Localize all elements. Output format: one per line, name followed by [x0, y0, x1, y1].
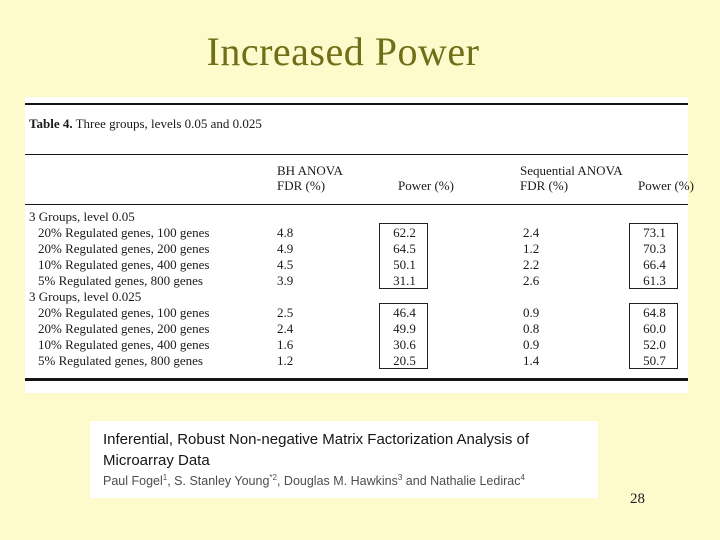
header-separator-rule [25, 204, 688, 205]
row-label: 10% Regulated genes, 400 genes [38, 337, 210, 352]
row-label: 10% Regulated genes, 400 genes [38, 257, 210, 272]
table-caption: Table 4. Three groups, levels 0.05 and 0… [29, 116, 262, 132]
table-caption-label: Table 4. [29, 116, 73, 131]
col-header-seq-anova-fdr: Sequential ANOVA FDR (%) [520, 163, 623, 193]
table-bottom-rule [25, 378, 688, 381]
seq-fdr-value: 2.4 [523, 225, 540, 240]
bh-fdr-value: 4.9 [277, 241, 294, 256]
paper-authors: Paul Fogel1, S. Stanley Young*2, Douglas… [103, 472, 598, 488]
seq-fdr-value: 1.2 [523, 241, 540, 256]
seq-power-value: 64.8 [643, 305, 666, 320]
seq-power-value: 52.0 [643, 337, 666, 352]
paper-title-line: Inferential, Robust Non-negative Matrix … [103, 431, 530, 448]
row-label: 5% Regulated genes, 800 genes [38, 273, 203, 288]
table-row: 20% Regulated genes, 200 genes 2.4 49.9 … [25, 321, 688, 337]
citation-card: Inferential, Robust Non-negative Matrix … [90, 421, 598, 498]
seq-fdr-value: 2.6 [523, 273, 540, 288]
paper-title-line: Microarray Data [103, 452, 210, 469]
author-affiliation-sup: 3 [397, 472, 403, 482]
paper-title: Inferential, Robust Non-negative Matrix … [103, 429, 598, 471]
bh-power-value: 30.6 [393, 337, 416, 352]
header-line: Sequential ANOVA [520, 163, 623, 178]
table-figure: Table 4. Three groups, levels 0.05 and 0… [25, 97, 694, 393]
highlight-box-bh-power-section2 [379, 303, 428, 369]
bh-fdr-value: 1.6 [277, 337, 294, 352]
seq-power-value: 70.3 [643, 241, 666, 256]
bh-power-value: 64.5 [393, 241, 416, 256]
table-row: 10% Regulated genes, 400 genes 4.5 50.1 … [25, 257, 688, 273]
bh-fdr-value: 1.2 [277, 353, 294, 368]
author: Paul Fogel1, [103, 472, 175, 488]
table-row: 5% Regulated genes, 800 genes 3.9 31.1 2… [25, 273, 688, 289]
seq-power-value: 61.3 [643, 273, 666, 288]
author: Nathalie Ledirac4 [430, 472, 525, 488]
table-group-row: 3 Groups, level 0.05 [25, 209, 688, 225]
col-header-bh-anova-fdr: BH ANOVA FDR (%) [277, 163, 343, 193]
seq-power-value: 66.4 [643, 257, 666, 272]
header-line: FDR (%) [520, 178, 569, 193]
bh-power-value: 31.1 [393, 273, 416, 288]
row-label: 5% Regulated genes, 800 genes [38, 353, 203, 368]
author-affiliation-sup: 1 [162, 472, 168, 482]
seq-fdr-value: 0.9 [523, 337, 540, 352]
row-label: 20% Regulated genes, 100 genes [38, 225, 210, 240]
seq-power-value: 50.7 [643, 353, 666, 368]
author-affiliation-sup: 4 [520, 472, 525, 482]
bh-fdr-value: 2.5 [277, 305, 294, 320]
bh-fdr-value: 2.4 [277, 321, 294, 336]
table-top-rule [25, 103, 688, 105]
table-row: 20% Regulated genes, 100 genes 4.8 62.2 … [25, 225, 688, 241]
col-header-seq-power: Power (%) [638, 178, 694, 193]
bh-power-value: 62.2 [393, 225, 416, 240]
highlight-box-bh-power-section1 [379, 223, 428, 289]
seq-fdr-value: 2.2 [523, 257, 540, 272]
table-row: 5% Regulated genes, 800 genes 1.2 20.5 1… [25, 353, 688, 369]
slide-title: Increased Power [206, 29, 480, 74]
seq-fdr-value: 0.9 [523, 305, 540, 320]
bh-power-value: 50.1 [393, 257, 416, 272]
slide-page-number: 28 [630, 491, 645, 507]
seq-fdr-value: 1.4 [523, 353, 540, 368]
group-label: 3 Groups, level 0.05 [29, 209, 135, 224]
highlight-box-seq-power-section1 [629, 223, 678, 289]
seq-power-value: 73.1 [643, 225, 666, 240]
row-label: 20% Regulated genes, 100 genes [38, 305, 210, 320]
table-row: 10% Regulated genes, 400 genes 1.6 30.6 … [25, 337, 688, 353]
bh-power-value: 49.9 [393, 321, 416, 336]
author: Douglas M. Hawkins3 and [283, 472, 431, 488]
table-row: 20% Regulated genes, 100 genes 2.5 46.4 … [25, 305, 688, 321]
row-label: 20% Regulated genes, 200 genes [38, 321, 210, 336]
bh-power-value: 46.4 [393, 305, 416, 320]
highlight-box-seq-power-section2 [629, 303, 678, 369]
author-affiliation-sup: *2 [269, 472, 277, 482]
table-caption-text: Three groups, levels 0.05 and 0.025 [72, 116, 262, 131]
table-body: 3 Groups, level 0.05 20% Regulated genes… [25, 209, 688, 369]
row-label: 20% Regulated genes, 200 genes [38, 241, 210, 256]
bh-fdr-value: 4.8 [277, 225, 294, 240]
seq-fdr-value: 0.8 [523, 321, 540, 336]
table-group-row: 3 Groups, level 0.025 [25, 289, 688, 305]
col-header-bh-power: Power (%) [398, 178, 454, 193]
bh-fdr-value: 4.5 [277, 257, 294, 272]
caption-separator-rule [25, 154, 688, 155]
bh-fdr-value: 3.9 [277, 273, 294, 288]
seq-power-value: 60.0 [643, 321, 666, 336]
author: S. Stanley Young*2, [174, 472, 284, 488]
header-line: FDR (%) [277, 178, 326, 193]
bh-power-value: 20.5 [393, 353, 416, 368]
header-line: BH ANOVA [277, 163, 343, 178]
table-row: 20% Regulated genes, 200 genes 4.9 64.5 … [25, 241, 688, 257]
group-label: 3 Groups, level 0.025 [29, 289, 142, 304]
